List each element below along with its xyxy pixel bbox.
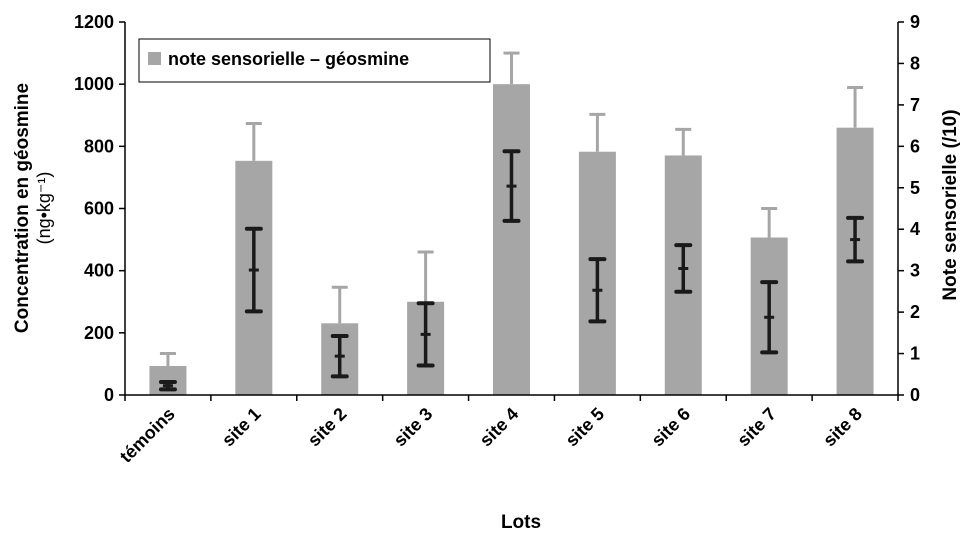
left-tick-label: 600 [84, 199, 114, 219]
legend-swatch-note-sensorielle [148, 52, 161, 65]
left-tick-label: 0 [104, 385, 114, 405]
legend-box [138, 38, 491, 83]
x-tick-label: site 5 [562, 404, 609, 451]
right-tick-label: 1 [910, 344, 920, 364]
x-tick-label: site 6 [647, 404, 694, 451]
y-axis-right-title: Note sensorielle (/10) [940, 109, 961, 300]
y-axis-left-unit: (ng•kg⁻¹) [34, 172, 54, 245]
right-tick-label: 5 [910, 178, 920, 198]
left-tick-label: 800 [84, 136, 114, 156]
bar [493, 84, 530, 396]
x-tick-label: site 2 [304, 404, 351, 451]
x-tick-label: site 1 [218, 404, 265, 451]
x-tick-label: site 4 [476, 404, 523, 451]
left-tick-label: 1200 [74, 12, 114, 32]
axis-titles: Concentration en géosmine (ng•kg⁻¹) Note… [12, 83, 961, 533]
x-tick-label: site 3 [390, 404, 437, 451]
right-tick-label: 3 [910, 261, 920, 281]
right-tick-label: 9 [910, 12, 920, 32]
left-tick-label: 200 [84, 323, 114, 343]
bars-layer [149, 51, 874, 396]
right-tick-label: 7 [910, 95, 920, 115]
x-tick-label: témoins [116, 404, 179, 467]
left-tick-label: 400 [84, 261, 114, 281]
legend-label: note sensorielle – géosmine [168, 49, 409, 69]
x-tick-label: site 8 [819, 404, 866, 451]
right-tick-label: 6 [910, 136, 920, 156]
x-axis-title: Lots [501, 512, 541, 533]
legend: note sensorielle – géosmine [138, 38, 491, 83]
y-axis-left-title: Concentration en géosmine [12, 83, 33, 333]
right-tick-label: 2 [910, 302, 920, 322]
right-axis-ticks: 0 1 2 3 4 5 6 7 8 9 [898, 12, 920, 405]
right-tick-label: 8 [910, 53, 920, 73]
right-tick-label: 0 [910, 385, 920, 405]
x-axis-ticks: témoins site 1 site 2 site 3 site 4 site 5 sit… [116, 395, 899, 467]
x-tick-label: site 7 [733, 404, 780, 451]
right-tick-label: 4 [910, 219, 920, 239]
left-axis-ticks: 0 200 400 600 800 1000 1200 [74, 12, 125, 405]
error-bars-layer [158, 149, 865, 392]
left-tick-label: 1000 [74, 74, 114, 94]
